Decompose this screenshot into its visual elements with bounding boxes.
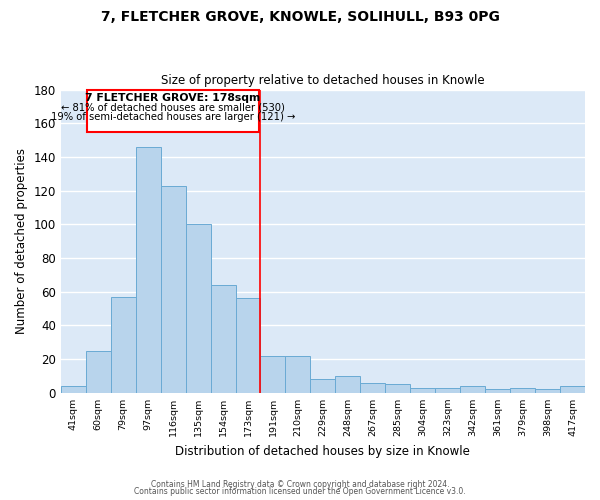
Bar (111, 297, 136, 393)
Bar (211, 285, 236, 393)
Bar (185, 224, 211, 393)
Bar (560, 386, 585, 393)
Y-axis label: Number of detached properties: Number of detached properties (15, 148, 28, 334)
X-axis label: Distribution of detached houses by size in Knowle: Distribution of detached houses by size … (175, 444, 470, 458)
Text: Contains HM Land Registry data © Crown copyright and database right 2024.: Contains HM Land Registry data © Crown c… (151, 480, 449, 489)
Text: 19% of semi-detached houses are larger (121) →: 19% of semi-detached houses are larger (… (51, 112, 295, 122)
Bar (335, 376, 361, 393)
Bar (286, 356, 310, 393)
Bar (260, 356, 286, 393)
Bar (410, 388, 435, 393)
Text: 7, FLETCHER GROVE, KNOWLE, SOLIHULL, B93 0PG: 7, FLETCHER GROVE, KNOWLE, SOLIHULL, B93… (101, 10, 499, 24)
Title: Size of property relative to detached houses in Knowle: Size of property relative to detached ho… (161, 74, 485, 87)
Bar (361, 382, 385, 393)
Bar (310, 380, 335, 393)
Bar (485, 390, 510, 393)
Bar (161, 186, 185, 393)
Bar (236, 298, 260, 393)
Bar (535, 390, 560, 393)
Text: 7 FLETCHER GROVE: 178sqm: 7 FLETCHER GROVE: 178sqm (85, 93, 261, 103)
Bar (136, 147, 161, 393)
Bar (435, 388, 460, 393)
FancyBboxPatch shape (87, 90, 259, 132)
Text: ← 81% of detached houses are smaller (530): ← 81% of detached houses are smaller (53… (61, 102, 285, 112)
Bar (460, 386, 485, 393)
Bar (385, 384, 410, 393)
Bar (510, 388, 535, 393)
Bar (86, 350, 111, 393)
Text: Contains public sector information licensed under the Open Government Licence v3: Contains public sector information licen… (134, 487, 466, 496)
Bar (61, 386, 86, 393)
